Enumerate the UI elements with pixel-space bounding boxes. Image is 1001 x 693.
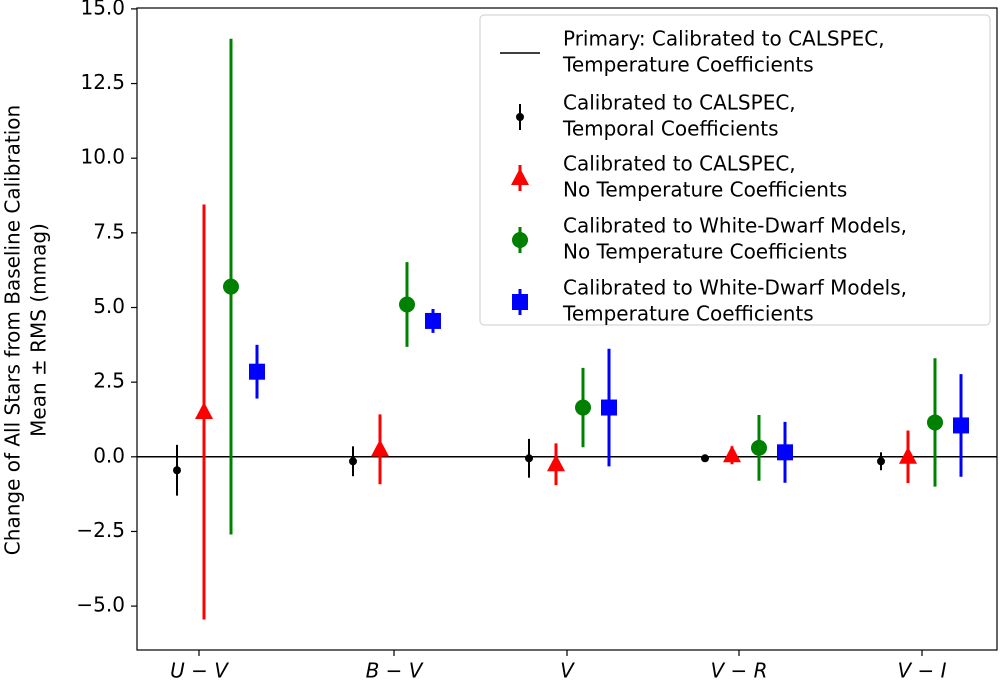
marker (547, 454, 565, 472)
legend-marker (511, 168, 529, 185)
y-tick-label: 5.0 (93, 294, 125, 318)
legend-label: Primary: Calibrated to CALSPEC, (563, 27, 885, 51)
marker (575, 399, 591, 416)
marker (223, 278, 239, 295)
marker (723, 445, 741, 463)
legend-label: Temperature Coefficients (562, 302, 814, 326)
marker (249, 363, 265, 380)
y-tick-label: 0.0 (93, 443, 125, 467)
y-axis-label: Mean ± RMS (mmag) (27, 223, 51, 437)
marker (777, 444, 793, 461)
x-tick-label: B − V (366, 659, 424, 683)
y-tick-label: 15.0 (80, 0, 125, 19)
y-tick-label: −2.5 (76, 518, 125, 542)
legend-label: No Temperature Coefficients (563, 178, 847, 202)
legend-label: Temporal Coefficients (562, 117, 779, 141)
x-tick-label: V − R (710, 659, 767, 683)
marker (371, 439, 389, 457)
marker (701, 454, 709, 463)
marker (425, 312, 441, 329)
x-tick-label: V − I (897, 659, 946, 683)
y-tick-label: 2.5 (93, 369, 125, 393)
y-tick-label: 12.5 (80, 70, 125, 94)
legend-label: Calibrated to CALSPEC, (563, 91, 796, 115)
x-tick-label: V (560, 659, 575, 683)
legend-label: Calibrated to White-Dwarf Models, (563, 214, 907, 238)
marker (173, 466, 181, 475)
y-tick-label: 10.0 (80, 145, 125, 169)
marker (525, 454, 533, 463)
x-tick-label: U − V (170, 659, 229, 683)
legend-marker (516, 113, 524, 121)
marker (899, 446, 917, 464)
y-tick-label: −5.0 (76, 593, 125, 617)
y-tick-label: 7.5 (93, 219, 125, 243)
marker (877, 457, 885, 466)
y-axis-label: Change of All Stars from Baseline Calibr… (1, 105, 25, 555)
marker (953, 417, 969, 434)
legend-box (479, 14, 991, 326)
marker (927, 414, 943, 431)
legend-label: Calibrated to White-Dwarf Models, (563, 276, 907, 300)
marker (195, 402, 213, 420)
legend-label: No Temperature Coefficients (563, 240, 847, 264)
legend-marker (512, 232, 528, 248)
legend-label: Temperature Coefficients (562, 53, 814, 77)
legend-label: Calibrated to CALSPEC, (563, 152, 796, 176)
legend-marker (512, 294, 528, 310)
marker (751, 439, 767, 456)
marker (399, 296, 415, 313)
marker (349, 457, 357, 466)
marker (601, 399, 617, 416)
